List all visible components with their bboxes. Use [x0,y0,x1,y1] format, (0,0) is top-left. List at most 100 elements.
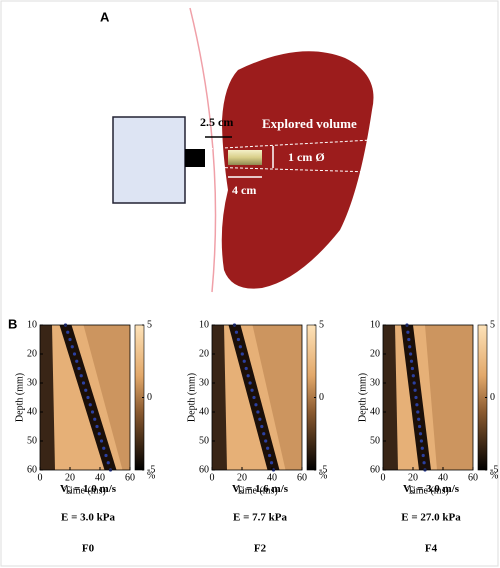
y-tick-label: 50 [27,435,37,446]
wave-dot [256,410,259,413]
wave-dot [68,338,71,341]
colorbar-unit: % [319,470,327,481]
y-axis-label: Depth (mm) [14,373,25,422]
wave-dot [71,345,74,348]
value: = 1.6 m/s [246,483,289,495]
wave-dot [421,447,424,450]
wave-dot [416,410,419,413]
y-tick-label: 60 [370,464,380,475]
diameter-label: 1 cm Ø [288,150,325,164]
y-tick-label: 40 [27,406,37,417]
wave-dot [84,389,87,392]
y-tick-label: 20 [199,348,209,359]
fibrosis-grade: F4 [425,543,438,555]
colorbar-unit: % [490,470,498,481]
wave-dot [249,381,252,384]
wave-dot [75,360,78,363]
subscript: s [68,487,71,496]
wave-dot [93,418,96,421]
colorbar-tick-label: 0 [319,392,324,403]
wave-dot [98,432,101,435]
y-tick-label: 50 [370,435,380,446]
colorbar-tick-label: 5 [490,319,495,330]
y-tick-label: 60 [199,464,209,475]
panel-label: A [100,9,110,24]
x-tick-label: 0 [381,472,386,483]
wave-dot [89,403,92,406]
wave-dot [100,439,103,442]
wave-dot [423,461,426,464]
x-tick-label: 0 [38,472,43,483]
y-tick-label: 10 [370,319,380,330]
wave-dot [239,345,242,348]
y-tick-label: 60 [27,464,37,475]
y-tick-label: 30 [370,377,380,388]
symbol: V [60,483,68,495]
symbol: V [232,483,240,495]
elasticity: E = 27.0 kPa [401,512,461,524]
colorbar-unit: % [147,470,155,481]
wave-dot [262,432,265,435]
y-tick-label: 30 [27,377,37,388]
probe [113,117,185,203]
wave-dot [80,374,83,377]
x-tick-label: 60 [297,472,307,483]
y-axis-label: Depth (mm) [357,373,368,422]
elasticity: E = 7.7 kPa [233,512,287,524]
wave-dot [252,396,255,399]
y-tick-label: 10 [27,319,37,330]
value: = 3.0 m/s [417,483,460,495]
x-tick-label: 60 [468,472,478,483]
explored-volume [228,150,262,165]
wave-dot [418,425,421,428]
x-tick-label: 0 [210,472,215,483]
colorbar-tick-label: 0 [490,392,495,403]
wave-dot [77,367,80,370]
wave-dot [235,331,238,334]
wave-dot [422,454,425,457]
wave-dot [270,461,273,464]
colorbar-tick-label: 5 [147,319,152,330]
wave-dot [243,360,246,363]
volume-label: Explored volume [262,116,357,131]
transducer [185,149,205,167]
y-tick-label: 40 [199,406,209,417]
length-label: 4 cm [232,183,256,197]
wave-dot [407,338,410,341]
figure: A 2.5 cm Explored volume 1 cm Ø 4 cm B 0… [0,0,500,568]
wave-dot [411,367,414,370]
depth-label: 2.5 cm [200,115,233,129]
wave-dot [237,338,240,341]
wave-dot [414,389,417,392]
wave-dot [66,331,69,334]
wave-dot [264,439,267,442]
wave-dot [254,403,257,406]
wave-dot [420,439,423,442]
wave-dot [258,418,261,421]
wave-dot [406,331,409,334]
wave-dot [95,425,98,428]
y-tick-label: 20 [370,348,380,359]
panel-label: B [8,316,17,331]
fibrosis-grade: F2 [254,543,267,555]
wave-dot [414,396,417,399]
wave-dot [413,381,416,384]
wave-dot [417,418,420,421]
wave-dot [409,352,412,355]
y-tick-label: 30 [199,377,209,388]
colorbar-tick-label: 5 [319,319,324,330]
subscript: s [411,487,414,496]
y-tick-label: 20 [27,348,37,359]
wave-dot [91,410,94,413]
wave-dot [241,352,244,355]
wave-dot [250,389,253,392]
wave-dot [107,461,110,464]
y-tick-label: 50 [199,435,209,446]
y-tick-label: 40 [370,406,380,417]
wave-dot [245,367,248,370]
wave-dot [410,360,413,363]
wave-dot [268,454,271,457]
symbol: V [403,483,411,495]
y-tick-label: 10 [199,319,209,330]
wave-dot [412,374,415,377]
